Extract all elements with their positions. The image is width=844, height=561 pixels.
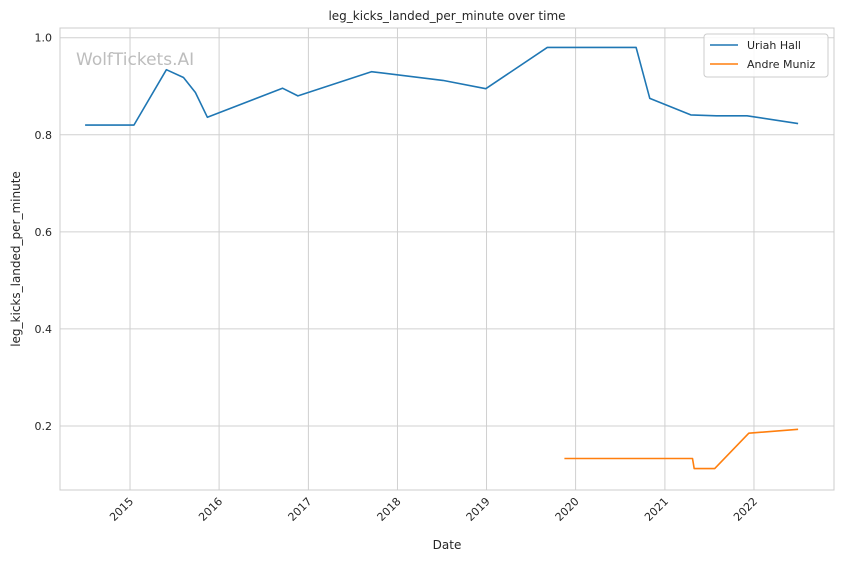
y-tick-label: 0.4 <box>35 323 53 336</box>
series-layer <box>85 46 799 470</box>
y-tick-label: 0.6 <box>35 226 53 239</box>
series-line-andre-muniz <box>564 428 799 470</box>
chart-title: leg_kicks_landed_per_minute over time <box>328 9 565 23</box>
plot-frame <box>59 27 835 491</box>
legend: Uriah Hall Andre Muniz <box>703 33 829 78</box>
y-axis-title: leg_kicks_landed_per_minute <box>9 171 23 347</box>
legend-label-uriah-hall: Uriah Hall <box>747 39 801 52</box>
x-axis-title: Date <box>433 538 462 552</box>
legend-label-andre-muniz: Andre Muniz <box>747 58 816 71</box>
y-tick-label: 1.0 <box>35 32 53 45</box>
y-tick-label: 0.2 <box>35 420 53 433</box>
series-line-uriah-hall <box>85 46 799 126</box>
y-tick-label: 0.8 <box>35 129 53 142</box>
watermark: WolfTickets.AI <box>76 50 194 70</box>
